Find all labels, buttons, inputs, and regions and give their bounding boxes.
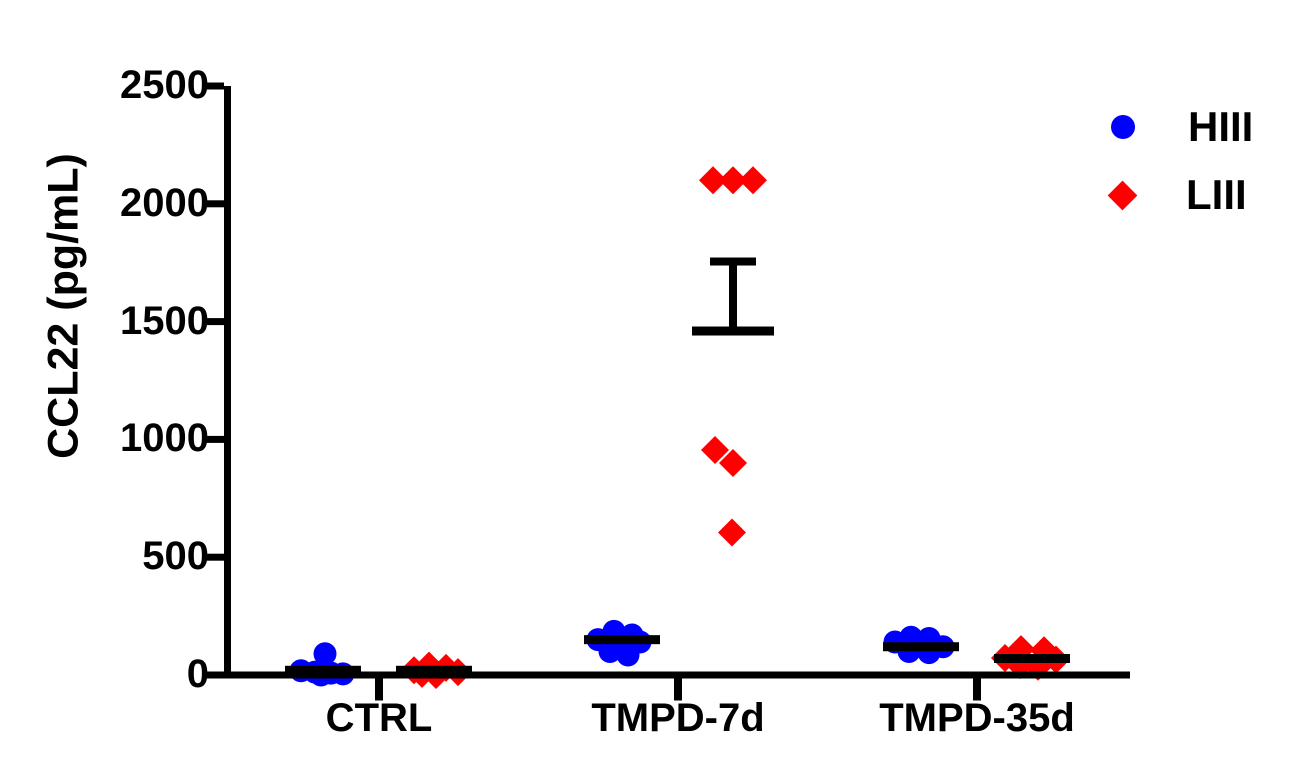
legend-label-liii: LIII: [1186, 171, 1247, 218]
y-tick-mark: [205, 200, 224, 208]
data-point-hiii-tmpd-7d: [598, 639, 622, 663]
y-tick-label: 1000: [120, 416, 209, 461]
y-tick-label: 0: [186, 652, 209, 697]
data-point-liii-tmpd-7d: [719, 448, 747, 477]
mean-bar-hiii-ctrl: [285, 665, 361, 675]
y-tick-label: 2000: [120, 180, 209, 225]
data-point-liii-tmpd-7d: [701, 436, 729, 465]
mean-bar-liii-ctrl: [396, 665, 472, 675]
y-tick-label: 500: [142, 534, 209, 579]
x-tick-mark: [375, 678, 383, 701]
y-tick-mark: [205, 435, 224, 443]
y-tick-label: 1500: [120, 298, 209, 343]
legend-item-liii: LIII: [1099, 171, 1253, 219]
mean-bar-hiii-tmpd-35d: [883, 642, 959, 652]
x-category-label-tmpd-7d: TMPD-7d: [591, 696, 765, 740]
data-point-liii-tmpd-7d: [739, 166, 767, 195]
data-point-liii-tmpd-7d: [719, 166, 747, 195]
y-axis-line: [224, 86, 231, 679]
x-category-label-ctrl: CTRL: [325, 696, 433, 740]
legend-item-hiii: HIII: [1099, 103, 1253, 151]
error-bar-cap-liii-tmpd-7d: [710, 257, 756, 266]
y-tick-mark: [205, 671, 224, 679]
x-axis-line: [224, 671, 1130, 679]
data-point-hiii-ctrl: [313, 642, 337, 666]
mean-bar-hiii-tmpd-7d: [584, 635, 660, 645]
diamond-marker-icon: [1107, 180, 1138, 210]
mean-bar-liii-tmpd-35d: [994, 654, 1070, 664]
y-tick-mark: [205, 82, 224, 90]
data-point-liii-tmpd-7d: [699, 166, 727, 195]
data-point-liii-tmpd-7d: [718, 518, 746, 547]
x-tick-mark: [973, 678, 981, 701]
legend-label-hiii: HIII: [1188, 103, 1254, 150]
y-tick-label: 2500: [120, 63, 209, 108]
y-tick-mark: [205, 553, 224, 561]
data-point-hiii-tmpd-7d: [616, 643, 640, 667]
y-tick-mark: [205, 318, 224, 326]
x-category-label-tmpd-35d: TMPD-35d: [879, 696, 1075, 740]
error-bar-liii-tmpd-7d: [729, 261, 737, 332]
x-tick-mark: [674, 678, 682, 701]
circle-marker-icon: [1111, 115, 1135, 139]
legend: HIII LIII: [1099, 103, 1253, 219]
